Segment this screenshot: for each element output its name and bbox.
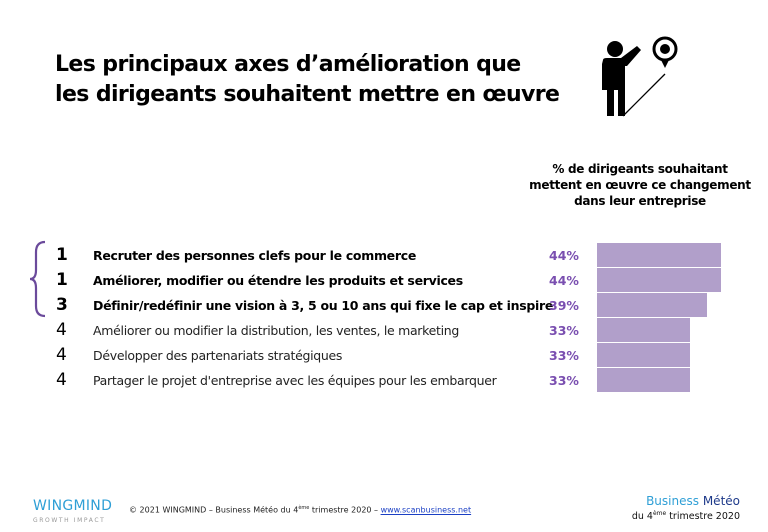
rank-label: 3: [56, 295, 68, 315]
chart-row: 1 Recruter des personnes clefs pour le co…: [0, 243, 768, 268]
bar: [597, 368, 690, 392]
value-label: 33%: [549, 323, 579, 338]
copyright-sup: ème: [298, 505, 310, 511]
brand-sub: du 4: [631, 511, 653, 523]
chart-row: 4 Partager le projet d'entreprise avec le…: [0, 368, 768, 393]
page-title: Les principaux axes d’amélioration que l…: [55, 50, 560, 110]
chart-title-line: mettent en œuvre ce changement: [529, 178, 751, 192]
chart-title: % de dirigeants souhaitant mettent en œu…: [510, 161, 768, 209]
brand-text: Business: [646, 494, 699, 508]
rank-label: 1: [56, 245, 68, 265]
rank-label: 1: [56, 270, 68, 290]
copyright-text: © 2021 WINGMIND – Business Météo du 4: [129, 505, 299, 515]
category-label: Améliorer ou modifier la distribution, l…: [93, 323, 460, 338]
logo-text: WINGMIND: [33, 498, 113, 514]
wingmind-logo: WINGMIND GROWTH IMPACT: [33, 498, 112, 524]
rank-label: 4: [56, 345, 67, 365]
bar: [597, 268, 721, 292]
title-line: Les principaux axes d’amélioration que: [55, 52, 521, 77]
category-label: Définir/redéfinir une vision à 3, 5 ou 1…: [93, 298, 554, 313]
website-link[interactable]: www.scanbusiness.net: [380, 505, 472, 515]
bar: [597, 343, 690, 367]
value-label: 44%: [549, 248, 579, 263]
chart-row: 3 Définir/redéfinir une vision à 3, 5 ou …: [0, 293, 768, 318]
rank-label: 4: [56, 370, 67, 390]
value-label: 33%: [549, 348, 579, 363]
chart-title-line: dans leur entreprise: [574, 194, 706, 208]
brand-sub: trimestre 2020: [666, 511, 740, 523]
chart-row: 4 Développer des partenariats stratégique…: [0, 343, 768, 368]
brand-sup: ème: [652, 510, 667, 517]
value-label: 39%: [549, 298, 579, 313]
business-meteo-logo: Business Météo du 4ème trimestre 2020: [630, 494, 740, 522]
category-label: Améliorer, modifier ou étendre les produ…: [93, 273, 463, 288]
top-group-brace: [29, 240, 46, 318]
brand-text: Météo: [702, 494, 740, 508]
chart-title-line: % de dirigeants souhaitant: [552, 162, 728, 176]
bar: [597, 318, 690, 342]
chart-row: 4 Améliorer ou modifier la distribution, …: [0, 318, 768, 343]
category-label: Recruter des personnes clefs pour le com…: [93, 248, 416, 263]
bar: [597, 293, 707, 317]
copyright-text: trimestre 2020 –: [309, 505, 381, 515]
footer-copyright: © 2021 WINGMIND – Business Météo du 4ème…: [129, 505, 471, 515]
logo-subtext: GROWTH IMPACT: [33, 517, 106, 524]
person-pointing-location-icon: [602, 36, 678, 117]
title-line: les dirigeants souhaitent mettre en œuvr…: [55, 82, 560, 107]
category-label: Développer des partenariats stratégiques: [93, 348, 343, 363]
rank-label: 4: [56, 320, 67, 340]
bar: [597, 243, 721, 267]
value-label: 33%: [549, 373, 579, 388]
value-label: 44%: [549, 273, 579, 288]
chart-row: 1 Améliorer, modifier ou étendre les prod…: [0, 268, 768, 293]
category-label: Partager le projet d'entreprise avec les…: [93, 373, 497, 388]
